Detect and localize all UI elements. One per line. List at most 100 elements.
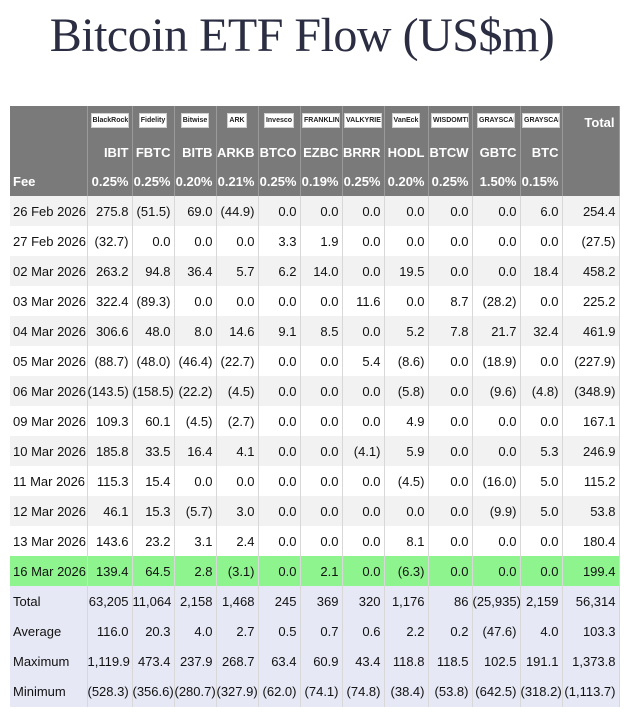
- flow-value: 0.0: [384, 286, 429, 316]
- flow-value: 15.4: [132, 466, 175, 496]
- summary-value: 0.2: [428, 616, 473, 647]
- total-header: Total: [562, 106, 620, 138]
- summary-value: 20.3: [132, 616, 175, 647]
- flow-value: 185.8: [87, 436, 133, 466]
- flow-value: (3.1): [216, 556, 259, 586]
- flow-value: (46.4): [174, 346, 217, 376]
- row-date: 12 Mar 2026: [10, 496, 88, 526]
- summary-value: 118.5: [428, 646, 473, 677]
- issuer-logo: GRAYSCALE: [477, 113, 515, 128]
- fee-value: 0.15%: [520, 167, 563, 196]
- fee-value: 1.50%: [472, 167, 521, 196]
- flow-value: 0.0: [384, 196, 429, 226]
- flow-value: 0.0: [300, 196, 343, 226]
- flow-value: 0.0: [258, 196, 301, 226]
- summary-value: 1,373.8: [562, 646, 620, 677]
- flow-value: (4.5): [174, 406, 217, 436]
- flow-value: 0.0: [472, 436, 521, 466]
- summary-value: 2.7: [216, 616, 259, 647]
- flow-value: 109.3: [87, 406, 133, 436]
- flow-value: 0.0: [300, 496, 343, 526]
- flow-value: (89.3): [132, 286, 175, 316]
- flow-value: 0.0: [216, 226, 259, 256]
- flow-value: (4.5): [384, 466, 429, 496]
- flow-value: 0.0: [428, 556, 473, 586]
- issuer-logo-row: BlackRock Fidelity Bitwise ARK Invesco FRANKL…: [10, 106, 620, 138]
- flow-value: (22.7): [216, 346, 259, 376]
- flow-value: (9.6): [472, 376, 521, 406]
- table-row: 03 Mar 2026 322.4 (89.3) 0.0 0.0 0.0 0.0 11.6 0.…: [10, 286, 620, 316]
- flow-value: 0.0: [258, 496, 301, 526]
- summary-row: Average 116.0 20.3 4.0 2.7 0.5 0.7 0.6 2.2 0.2 (47…: [10, 616, 620, 647]
- row-date: 16 Mar 2026: [10, 556, 88, 586]
- flow-value: 0.0: [428, 196, 473, 226]
- fee-value: 0.25%: [342, 167, 385, 196]
- table-row: 10 Mar 2026 185.8 33.5 16.4 4.1 0.0 0.0 (4.1) 5.…: [10, 436, 620, 466]
- summary-value: 63,205: [87, 586, 133, 617]
- summary-value: (62.0): [258, 676, 301, 707]
- summary-value: 320: [342, 586, 385, 617]
- flow-value: 14.6: [216, 316, 259, 346]
- flow-value: 0.0: [428, 256, 473, 286]
- flow-value: 263.2: [87, 256, 133, 286]
- flow-value: 0.0: [428, 346, 473, 376]
- ticker-header: ARKB: [216, 138, 259, 167]
- flow-value: (6.3): [384, 556, 429, 586]
- summary-value: (25,935): [472, 586, 521, 617]
- flow-value: 14.0: [300, 256, 343, 286]
- row-date: 02 Mar 2026: [10, 256, 88, 286]
- issuer-logo: VALKYRIE: [344, 113, 382, 128]
- row-date: 26 Feb 2026: [10, 196, 88, 226]
- flow-value: 6.2: [258, 256, 301, 286]
- row-total: 53.8: [562, 496, 620, 526]
- flow-value: 21.7: [472, 316, 521, 346]
- issuer-logo-cell: GRAYSCALE: [520, 106, 563, 138]
- summary-label: Average: [10, 616, 88, 647]
- summary-value: (280.7): [174, 676, 217, 707]
- flow-value: 275.8: [87, 196, 133, 226]
- row-date: 06 Mar 2026: [10, 376, 88, 406]
- flow-value: 8.7: [428, 286, 473, 316]
- ticker-header: IBIT: [87, 138, 133, 167]
- flow-value: 0.0: [520, 346, 563, 376]
- table-row: 11 Mar 2026 115.3 15.4 0.0 0.0 0.0 0.0 0.0 (4.5)…: [10, 466, 620, 496]
- issuer-logo: ARK: [227, 113, 247, 128]
- flow-value: 3.3: [258, 226, 301, 256]
- flow-value: 69.0: [174, 196, 217, 226]
- flow-value: (32.7): [87, 226, 133, 256]
- ticker-header: BTC: [520, 138, 563, 167]
- flow-value: 3.1: [174, 526, 217, 556]
- flow-value: 143.6: [87, 526, 133, 556]
- row-date: 03 Mar 2026: [10, 286, 88, 316]
- fee-value: 0.25%: [428, 167, 473, 196]
- row-date: 27 Feb 2026: [10, 226, 88, 256]
- fee-value: 0.21%: [216, 167, 259, 196]
- flow-value: 0.0: [472, 196, 521, 226]
- row-total: 167.1: [562, 406, 620, 436]
- issuer-logo-cell: GRAYSCALE: [472, 106, 521, 138]
- flow-value: 0.0: [300, 346, 343, 376]
- summary-value: (74.8): [342, 676, 385, 707]
- row-total: 246.9: [562, 436, 620, 466]
- summary-value: 0.7: [300, 616, 343, 647]
- flow-value: 2.8: [174, 556, 217, 586]
- flow-value: 0.0: [258, 286, 301, 316]
- page-title: Bitcoin ETF Flow (US$m): [49, 9, 555, 62]
- flow-value: 0.0: [300, 406, 343, 436]
- flow-value: (51.5): [132, 196, 175, 226]
- flow-value: 0.0: [300, 526, 343, 556]
- flow-value: (143.5): [87, 376, 133, 406]
- flow-value: 32.4: [520, 316, 563, 346]
- fee-total-cell: [562, 167, 620, 196]
- table-row: 13 Mar 2026 143.6 23.2 3.1 2.4 0.0 0.0 0.0 8.1 0.…: [10, 526, 620, 556]
- flow-value: 0.0: [472, 406, 521, 436]
- flow-value: 0.0: [258, 526, 301, 556]
- ticker-total-cell: [562, 138, 620, 167]
- flow-value: 7.8: [428, 316, 473, 346]
- flow-value: 0.0: [384, 496, 429, 526]
- flow-value: 0.0: [428, 526, 473, 556]
- flow-value: 5.2: [384, 316, 429, 346]
- flow-value: 0.0: [472, 226, 521, 256]
- flow-value: 0.0: [520, 286, 563, 316]
- flow-value: 0.0: [520, 406, 563, 436]
